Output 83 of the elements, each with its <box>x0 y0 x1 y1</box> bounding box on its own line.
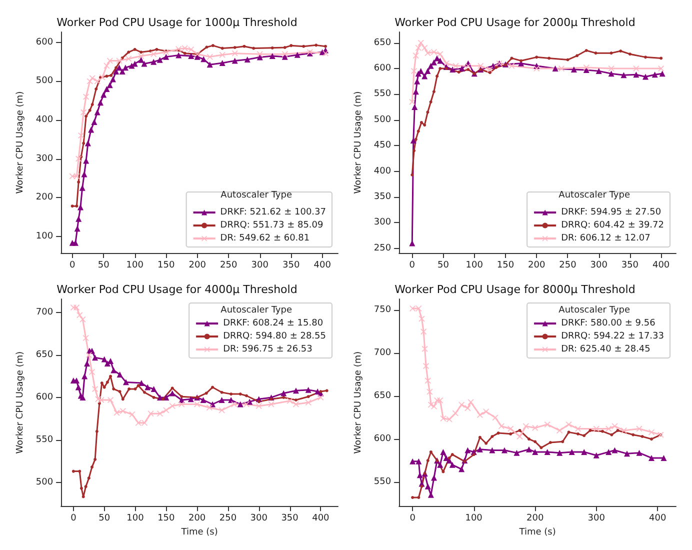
x-tick-label: 0 <box>70 514 77 524</box>
x-tick-label: 400 <box>652 260 670 270</box>
x-tick-label: 200 <box>528 260 546 270</box>
y-tick-label: 550 <box>374 89 392 100</box>
x-axis-title: Time (s) <box>180 528 218 538</box>
y-tick-label: 650 <box>36 350 54 360</box>
chart-title: Worker Pod CPU Usage for 1000μ Threshold <box>56 16 298 29</box>
legend-label: DRKF: 594.95 ± 27.50 <box>561 208 662 218</box>
y-tick-label: 700 <box>36 308 54 318</box>
x-tick-label: 0 <box>410 514 416 524</box>
legend-label: DRRQ: 604.42 ± 39.72 <box>561 220 664 230</box>
x-tick-label: 100 <box>126 260 144 270</box>
x-tick-label: 50 <box>438 260 450 270</box>
x-tick-label: 50 <box>98 514 110 524</box>
x-tick-label: 350 <box>281 514 299 524</box>
x-tick-label: 200 <box>188 514 206 524</box>
x-tick-label: 150 <box>158 514 176 524</box>
legend-label: DR: 606.12 ± 12.07 <box>561 234 650 244</box>
x-tick-label: 350 <box>282 260 300 270</box>
x-tick-label: 400 <box>312 514 330 524</box>
x-tick-label: 100 <box>466 260 484 270</box>
y-tick-label: 550 <box>36 434 54 445</box>
chart-title: Worker Pod CPU Usage for 8000μ Threshold <box>394 283 636 296</box>
x-tick-label: 300 <box>588 514 606 524</box>
legend-title: Autoscaler Type <box>558 190 630 200</box>
y-tick-label: 500 <box>36 76 54 86</box>
x-tick-label: 400 <box>649 514 666 524</box>
legend-title: Autoscaler Type <box>558 306 630 316</box>
x-tick-label: 50 <box>98 260 110 270</box>
x-tick-label: 250 <box>219 514 237 524</box>
y-tick-label: 500 <box>374 114 392 125</box>
x-tick-label: 300 <box>251 260 269 270</box>
legend-label: DRRQ: 594.80 ± 28.55 <box>223 332 326 342</box>
y-axis-title: Worker CPU Usage (m) <box>354 351 364 454</box>
y-tick-label: 700 <box>374 348 392 358</box>
legend-title: Autoscaler Type <box>220 190 292 200</box>
y-axis-title: Worker CPU Usage (m) <box>354 91 364 194</box>
y-tick-label: 350 <box>374 192 392 202</box>
y-tick-label: 300 <box>36 154 54 164</box>
legend-label: DRKF: 521.62 ± 100.37 <box>220 208 326 218</box>
legend-label: DRRQ: 551.73 ± 85.09 <box>220 220 324 230</box>
x-tick-label: 250 <box>559 260 577 270</box>
legend-label: DR: 549.62 ± 60.81 <box>220 234 310 244</box>
y-tick-label: 600 <box>36 37 54 48</box>
y-tick-label: 400 <box>36 115 54 126</box>
y-tick-label: 400 <box>374 166 392 176</box>
x-tick-label: 250 <box>220 260 238 270</box>
legend-title: Autoscaler Type <box>220 306 292 316</box>
x-tick-label: 100 <box>465 514 483 524</box>
y-tick-label: 300 <box>374 218 392 228</box>
y-tick-label: 450 <box>374 140 392 151</box>
x-tick-label: 0 <box>69 260 76 270</box>
y-tick-label: 600 <box>374 63 392 74</box>
x-tick-label: 0 <box>409 260 416 270</box>
x-tick-label: 200 <box>526 514 544 524</box>
legend-label: DRKF: 608.24 ± 15.80 <box>223 318 324 328</box>
x-tick-label: 100 <box>126 514 144 524</box>
y-tick-label: 650 <box>374 38 392 48</box>
y-tick-label: 750 <box>374 305 392 316</box>
chart-title: Worker Pod CPU Usage for 2000μ Threshold <box>394 16 636 29</box>
y-tick-label: 200 <box>36 192 54 203</box>
x-tick-label: 300 <box>250 514 268 524</box>
y-tick-label: 550 <box>374 477 392 488</box>
y-tick-label: 100 <box>36 231 54 242</box>
legend-label: DR: 625.40 ± 28.45 <box>561 344 650 354</box>
chart-title: Worker Pod CPU Usage for 4000μ Threshold <box>56 283 298 296</box>
y-tick-label: 650 <box>374 391 392 402</box>
y-tick-label: 250 <box>374 243 392 254</box>
x-tick-label: 200 <box>188 260 206 270</box>
y-axis-title: Worker CPU Usage (m) <box>16 351 26 454</box>
x-tick-label: 150 <box>158 260 175 270</box>
y-tick-label: 600 <box>374 434 392 444</box>
x-axis-title: Time (s) <box>518 528 556 538</box>
y-axis-title: Worker CPU Usage (m) <box>16 91 26 194</box>
y-tick-label: 500 <box>36 477 54 488</box>
legend-label: DR: 596.75 ± 26.53 <box>223 344 312 354</box>
x-tick-label: 400 <box>314 260 332 270</box>
legend-label: DRRQ: 594.22 ± 17.33 <box>561 332 664 342</box>
x-tick-label: 300 <box>590 260 608 270</box>
x-tick-label: 150 <box>496 260 514 270</box>
y-tick-label: 600 <box>36 392 54 402</box>
x-tick-label: 350 <box>621 260 639 270</box>
legend-label: DRKF: 580.00 ± 9.56 <box>561 318 656 328</box>
